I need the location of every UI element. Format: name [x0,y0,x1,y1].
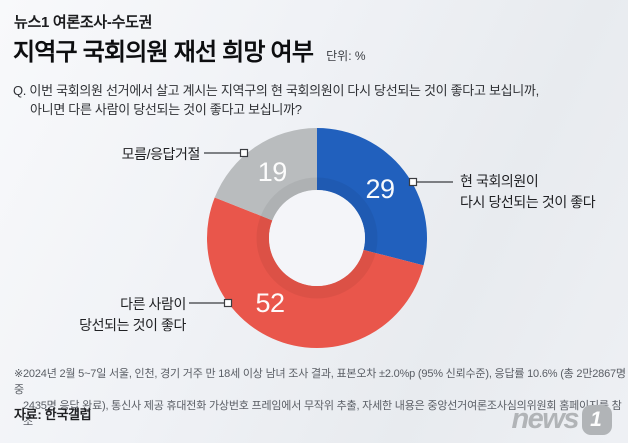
news1-logo-text: news [511,403,579,435]
methodology-note: ※2024년 2월 5~7일 서울, 인천, 경기 거주 만 18세 이상 남녀… [14,366,628,430]
callout-line: 현 국회의원이 [460,173,539,189]
donut-inner-shadow [256,177,378,299]
callout-dont-know: 모름/응답거절 [48,144,201,165]
question-line-1: Q. 이번 국회의원 선거에서 살고 계시는 지역구의 현 국회의원이 다시 당… [13,83,539,98]
callout-current-lawmaker: 현 국회의원이 다시 당선되는 것이 좋다 [460,171,596,213]
donut-slices [207,128,428,348]
slice-value-label: 19 [258,157,287,187]
slice-value-label: 52 [255,288,284,318]
callout-line: 모름/응답거절 [121,146,201,162]
leader-lines [189,148,453,308]
slice-value-label: 29 [366,174,395,204]
note-line-2: 2435명 응답 완료), 통신사 제공 휴대전화 가상번호 프레임에서 무작위… [23,400,622,428]
question-line-2: 아니면 다른 사람이 당선되는 것이 좋다고 보십니까? [30,102,302,117]
donut-slice-1 [207,197,424,348]
callout-line: 다시 당선되는 것이 좋다 [460,194,596,210]
kicker: 뉴스1 여론조사-수도권 [14,14,153,31]
donut-hole [269,190,365,286]
slice-value-labels: 29 52 19 [255,157,395,318]
callout-line: 당선되는 것이 좋다 [79,317,186,333]
donut-slice-2 [214,128,317,221]
callout-other-person: 다른 사람이 당선되는 것이 좋다 [34,294,186,336]
survey-question: Q. 이번 국회의원 선거에서 살고 계시는 지역구의 현 국회의원이 다시 당… [13,81,539,119]
donut-slice-0 [317,128,428,266]
page-title: 지역구 국회의원 재선 희망 여부 [13,39,314,66]
news1-logo-badge-number: 1 [590,407,602,431]
source-credit: 자료: 한국갤럽 [14,407,92,422]
callout-line: 다른 사람이 [120,296,186,312]
note-line-1: ※2024년 2월 5~7일 서울, 인천, 경기 거주 만 18세 이상 남녀… [14,368,626,396]
news1-logo-badge-icon: 1 [582,404,612,435]
news1-logo: news 1 [511,403,612,436]
title-row: 지역구 국회의원 재선 희망 여부 단위: % [13,32,366,67]
unit-label: 단위: % [326,49,366,63]
